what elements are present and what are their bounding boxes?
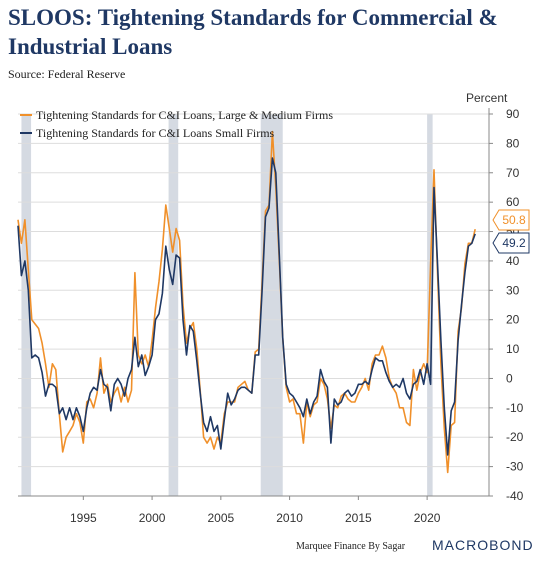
x-tick-label: 1995: [70, 511, 97, 525]
y-tick-label: 30: [506, 283, 520, 297]
x-tick-label: 2000: [139, 511, 166, 525]
y-tick-label: 20: [506, 313, 520, 327]
recession-band: [168, 114, 179, 496]
end-label-box: [492, 209, 530, 231]
y-tick-label: 60: [506, 195, 520, 209]
legend-label: Tightening Standards for C&I Loans Small…: [36, 126, 275, 140]
x-tick-label: 2005: [207, 511, 234, 525]
brand-logo: MACROBOND: [432, 537, 534, 553]
legend-label: Tightening Standards for C&I Loans, Larg…: [36, 108, 333, 122]
x-tick-label: 2010: [276, 511, 303, 525]
series-lines: [17, 130, 476, 474]
legend: Tightening Standards for C&I Loans, Larg…: [20, 108, 333, 140]
y-tick-label: 0: [506, 371, 513, 385]
end-labels: 50.8 49.2: [492, 209, 530, 254]
end-label-large-medium: 50.8: [502, 213, 526, 227]
y-tick-label: -10: [506, 401, 524, 415]
series-line-small: [17, 157, 476, 456]
recession-band: [21, 114, 32, 496]
footer-credit: Marquee Finance By Sagar: [296, 541, 406, 552]
y-tick-label: -20: [506, 430, 524, 444]
end-label-small: 49.2: [502, 236, 526, 250]
chart-title: SLOOS: Tightening Standards for Commerci…: [8, 5, 498, 59]
y-tick-label: 70: [506, 166, 520, 180]
chart-source: Source: Federal Reserve: [8, 67, 126, 81]
end-label-box: [492, 232, 530, 254]
y-axis-unit: Percent: [466, 91, 508, 105]
x-tick-label: 2020: [414, 511, 441, 525]
y-tick-label: 80: [506, 136, 520, 150]
grid: [18, 113, 489, 497]
y-tick-label: -30: [506, 460, 524, 474]
y-tick-label: -40: [506, 489, 524, 503]
y-tick-label: 40: [506, 254, 520, 268]
y-tick-label: 10: [506, 342, 520, 356]
series-line-large-medium: [17, 130, 476, 474]
x-tick-label: 2015: [345, 511, 372, 525]
y-tick-label: 90: [506, 107, 520, 121]
